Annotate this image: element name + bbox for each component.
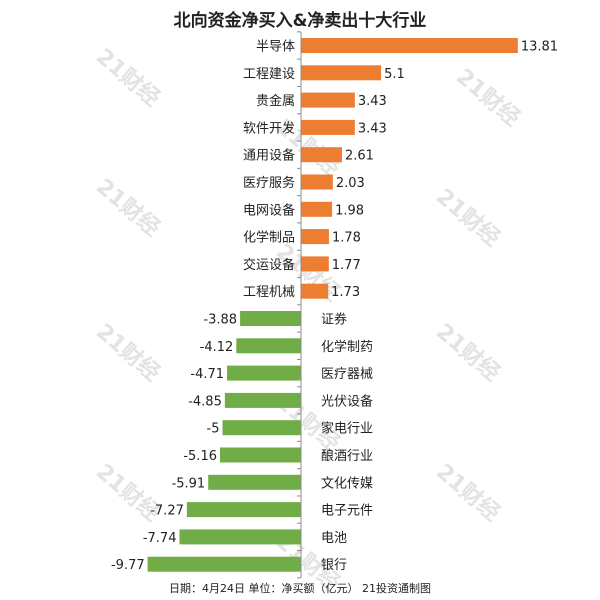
value-label: 3.43 — [358, 121, 387, 136]
value-label: -5 — [207, 422, 220, 437]
bar — [301, 201, 333, 217]
value-label: -5.16 — [183, 449, 217, 464]
bar — [224, 392, 301, 408]
category-label: 软件开发 — [243, 120, 295, 136]
value-label: 2.03 — [336, 176, 365, 191]
category-label: 银行 — [321, 558, 347, 573]
bar — [301, 283, 329, 299]
value-label: 1.78 — [332, 231, 361, 246]
category-label: 光伏设备 — [321, 393, 373, 409]
value-label: -4.71 — [190, 367, 224, 382]
value-label: -9.77 — [111, 558, 145, 573]
bar — [222, 420, 301, 436]
category-label: 电池 — [321, 531, 347, 546]
bar — [240, 311, 301, 326]
value-label: -4.12 — [200, 340, 234, 355]
value-label: 1.98 — [335, 203, 364, 218]
category-label: 工程机械 — [243, 285, 295, 300]
category-label: 家电行业 — [321, 421, 373, 437]
value-label: 2.61 — [345, 149, 374, 164]
bar — [179, 529, 301, 545]
category-label: 电子元件 — [321, 504, 373, 519]
chart-title: 北向资金净买入&净卖出十大行业 — [173, 11, 427, 31]
value-label: 5.1 — [384, 67, 405, 82]
value-label: -3.88 — [203, 313, 237, 328]
category-label: 工程建设 — [243, 67, 295, 82]
value-label: -4.85 — [188, 394, 222, 409]
value-label: 1.73 — [331, 285, 360, 300]
category-label: 证券 — [321, 312, 347, 328]
bar — [301, 256, 329, 272]
footnote: 日期：4月24日 单位：净买额（亿元） 21投资通制图 — [169, 582, 431, 595]
category-label: 医疗器械 — [321, 367, 373, 382]
bar — [219, 447, 301, 463]
bar — [236, 338, 301, 354]
category-label: 化学制品 — [243, 230, 295, 246]
category-label: 贵金属 — [256, 93, 295, 109]
category-label: 文化传媒 — [321, 476, 373, 491]
value-label: -7.27 — [150, 504, 184, 519]
category-label: 医疗服务 — [243, 175, 295, 191]
value-label: 1.77 — [332, 258, 361, 273]
value-label: 13.81 — [521, 40, 558, 55]
value-label: 3.43 — [358, 94, 387, 109]
bar — [301, 174, 333, 190]
bar — [301, 229, 329, 245]
category-label: 酿酒行业 — [321, 448, 373, 464]
category-label: 半导体 — [256, 40, 295, 55]
bar — [186, 502, 301, 518]
bar — [301, 147, 342, 163]
value-label: -7.74 — [143, 531, 177, 546]
bar — [301, 38, 518, 53]
bar — [301, 65, 382, 81]
category-label: 通用设备 — [243, 148, 295, 164]
bar — [227, 365, 301, 381]
bar — [208, 474, 301, 490]
bar — [301, 92, 355, 108]
category-label: 电网设备 — [243, 202, 295, 218]
bar — [147, 556, 301, 572]
category-label: 交运设备 — [243, 257, 295, 273]
category-label: 化学制药 — [321, 339, 373, 355]
value-label: -5.91 — [172, 476, 206, 491]
bar — [301, 119, 355, 135]
